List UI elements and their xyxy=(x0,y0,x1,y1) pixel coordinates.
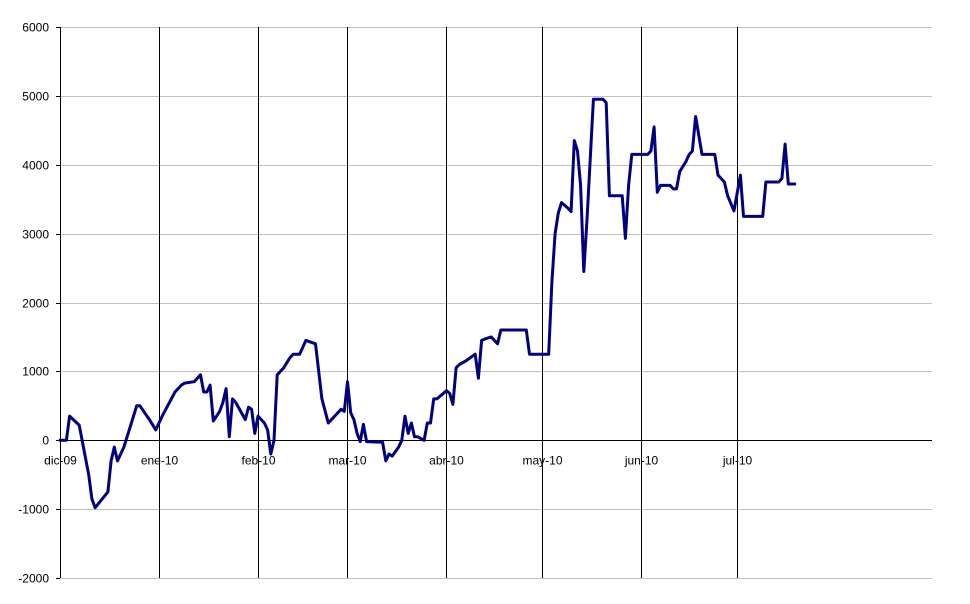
y-axis-tick-labels: -2000 -1000 0 1000 2000 3000 4000 5000 6000 xyxy=(18,21,49,586)
x-tick-label: abr-10 xyxy=(429,454,464,468)
x-tick-label: jul-10 xyxy=(722,454,753,468)
y-tick-label: 4000 xyxy=(22,159,49,173)
vertical-gridlines xyxy=(159,27,738,578)
y-tick-label: 5000 xyxy=(22,90,49,104)
y-tick-label: -2000 xyxy=(18,572,49,586)
horizontal-gridlines xyxy=(60,27,932,579)
x-tick-label: mar-10 xyxy=(328,454,366,468)
x-tick-label: dic-09 xyxy=(44,454,77,468)
x-tick-label: may-10 xyxy=(522,454,562,468)
y-tick-label: 2000 xyxy=(22,297,49,311)
y-tick-label: -1000 xyxy=(18,503,49,517)
x-tick-label: ene-10 xyxy=(141,454,179,468)
y-tick-label: 6000 xyxy=(22,21,49,35)
series-line xyxy=(58,97,797,510)
series-group xyxy=(58,97,797,510)
axes xyxy=(56,27,932,579)
x-tick-label: jun-10 xyxy=(624,454,659,468)
y-tick-label: 1000 xyxy=(22,365,49,379)
x-tick-label: feb-10 xyxy=(241,454,275,468)
y-tick-label: 3000 xyxy=(22,228,49,242)
y-tick-label: 0 xyxy=(42,434,49,448)
x-axis-tick-labels: dic-09 ene-10 feb-10 mar-10 abr-10 may-10 jun-… xyxy=(44,454,752,468)
